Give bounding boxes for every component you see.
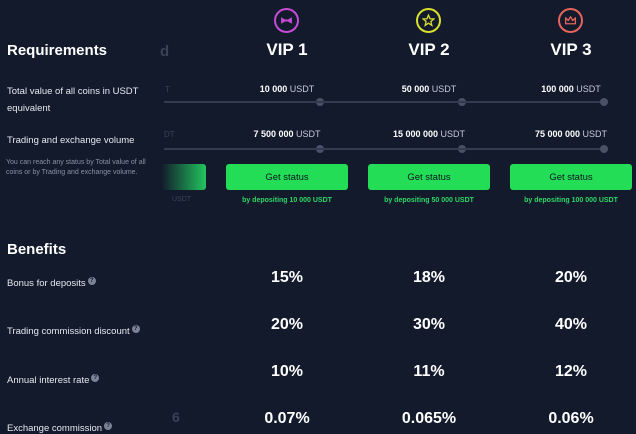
exchange-commission-text: Exchange commission — [7, 423, 103, 434]
bonus-deposits-label: Bonus for deposits? — [7, 277, 96, 289]
vip-3-total-amount: 100 000 — [541, 84, 574, 94]
vip-1-volume-unit: USDT — [296, 129, 321, 139]
ghost-total-value: T — [165, 85, 170, 94]
crown-icon — [558, 8, 583, 33]
vip-2-bonus-value: 18% — [412, 269, 446, 286]
vip-3-get-status-button[interactable]: Get status — [510, 164, 632, 190]
vip-3-interest-value: 12% — [554, 363, 588, 380]
exchange-commission-label: Exchange commission? — [7, 422, 113, 434]
vip-3-volume-amount: 75 000 000 — [534, 129, 581, 139]
interest-rate-label: Annual interest rate? — [7, 374, 100, 387]
vip-3-title: VIP 3 — [550, 40, 592, 59]
vip-3-deposit-note: by depositing 100 000 USDT — [524, 197, 618, 204]
vip-1-total-value: 10 000 USDT — [226, 84, 348, 94]
vip-1-discount-value: 20% — [270, 316, 304, 333]
vip-2-total-amount: 50 000 — [401, 84, 430, 94]
vip-3-discount-value: 40% — [554, 316, 588, 333]
requirements-title: Requirements — [7, 42, 108, 59]
star-icon — [416, 8, 441, 33]
vip-1-volume-amount: 7 500 000 — [253, 129, 294, 139]
vip-1-total-track — [164, 98, 324, 106]
vip-1-title: VIP 1 — [266, 40, 308, 59]
vip-2-exchange-value: 0.065% — [401, 410, 457, 427]
vip-3-volume-track — [448, 145, 608, 153]
vip-3-total-value: 100 000 USDT — [510, 84, 632, 94]
vip-3-column: VIP 3 100 000 USDT 75 000 000 USDT Get s… — [448, 0, 632, 434]
vip-3-volume-unit: USDT — [582, 129, 608, 139]
help-icon[interactable]: ? — [91, 374, 100, 382]
vip-3-total-track — [448, 98, 608, 106]
vip-2-interest-value: 11% — [413, 363, 445, 380]
commission-discount-text: Trading commission discount — [7, 326, 130, 338]
ghost-get-status-button — [150, 164, 206, 190]
bonus-deposits-text: Bonus for deposits — [7, 278, 86, 290]
vip-2-total-unit: USDT — [431, 84, 457, 94]
bowtie-icon — [274, 8, 299, 33]
total-value-label: Total value of all coins in USDT equival… — [7, 86, 139, 114]
vip-1-total-unit: USDT — [289, 84, 315, 94]
vip-2-volume-track — [306, 145, 466, 153]
commission-discount-label: Trading commission discount? — [7, 325, 140, 337]
vip-2-volume: 15 000 000 USDT — [368, 129, 490, 139]
ghost-volume: DT — [164, 130, 175, 139]
status-note: You can reach any status by Total value … — [6, 159, 146, 176]
help-icon[interactable]: ? — [87, 277, 96, 285]
interest-rate-text: Annual interest rate — [7, 375, 90, 387]
vip-3-total-knob — [600, 98, 608, 106]
vip-2-column: VIP 2 50 000 USDT 15 000 000 USDT Get st… — [306, 0, 490, 434]
vip-3-exchange-value: 0.06% — [548, 410, 594, 427]
vip-1-column: VIP 1 10 000 USDT 7 500 000 USDT Get sta… — [164, 0, 348, 434]
help-icon[interactable]: ? — [131, 325, 140, 333]
vip-2-total-value: 50 000 USDT — [368, 84, 490, 94]
vip-2-discount-value: 30% — [412, 316, 446, 333]
vip-3-total-unit: USDT — [576, 84, 601, 94]
vip-2-total-track — [306, 98, 466, 106]
vip-1-get-status-button[interactable]: Get status — [226, 164, 348, 190]
vip-2-get-status-button[interactable]: Get status — [368, 164, 490, 190]
vip-1-total-amount: 10 000 — [259, 84, 288, 94]
ghost-vip-header: d — [160, 43, 170, 60]
trading-volume-label: Trading and exchange volume — [7, 135, 135, 146]
vip-1-volume: 7 500 000 USDT — [226, 129, 348, 139]
vip-3-volume: 75 000 000 USDT — [510, 129, 632, 139]
benefits-title: Benefits — [7, 241, 67, 258]
vip-1-exchange-value: 0.07% — [264, 410, 310, 427]
vip-1-deposit-note: by depositing 10 000 USDT — [242, 197, 332, 204]
vip-1-interest-value: 10% — [270, 363, 304, 380]
vip-1-volume-track — [164, 145, 324, 153]
vip-2-volume-unit: USDT — [440, 129, 466, 139]
vip-2-deposit-note: by depositing 50 000 USDT — [384, 197, 474, 204]
vip-2-title: VIP 2 — [408, 40, 450, 59]
ghost-deposit-note: USDT — [172, 196, 192, 203]
vip-2-volume-amount: 15 000 000 — [392, 129, 439, 139]
ghost-exchange-value: 6 — [172, 409, 180, 425]
help-icon[interactable]: ? — [104, 422, 113, 430]
vip-3-volume-knob — [600, 145, 608, 153]
vip-1-bonus-value: 15% — [270, 269, 304, 286]
vip-3-bonus-value: 20% — [554, 269, 588, 286]
